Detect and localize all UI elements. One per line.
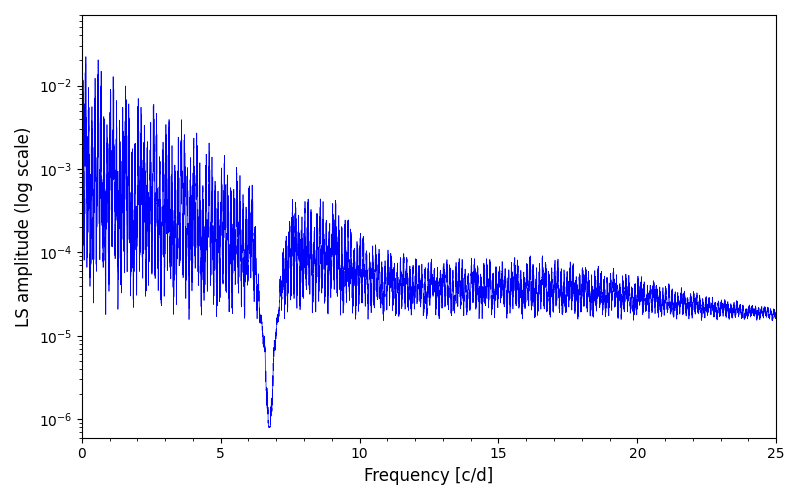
Y-axis label: LS amplitude (log scale): LS amplitude (log scale) [15,126,33,326]
X-axis label: Frequency [c/d]: Frequency [c/d] [364,467,494,485]
